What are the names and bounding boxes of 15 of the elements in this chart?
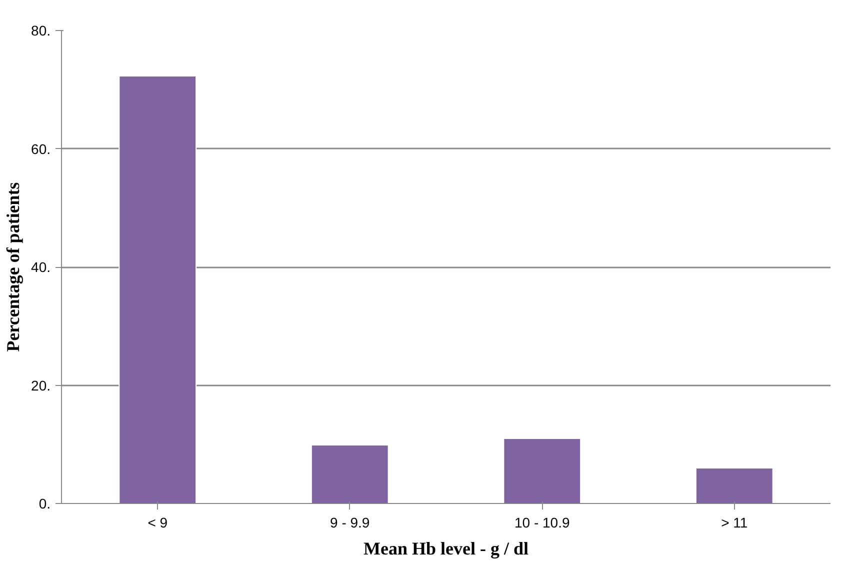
x-tick-label: 10 - 10.9	[514, 514, 570, 530]
y-axis-title: Percentage of patients	[3, 182, 24, 352]
x-tick-label: 9 - 9.9	[330, 514, 370, 530]
y-tick-label: 40.	[31, 259, 51, 275]
y-tick-label: 0.	[38, 496, 51, 512]
bar	[503, 438, 582, 504]
bar	[310, 444, 389, 504]
x-axis-title: Mean Hb level - g / dl	[364, 538, 529, 558]
x-tick-label: < 9	[148, 514, 168, 530]
x-tick-label: > 11	[721, 514, 748, 530]
y-tick-label: 80.	[31, 22, 51, 38]
y-tick-label: 20.	[31, 377, 51, 394]
bar	[695, 468, 774, 504]
bar	[118, 76, 197, 504]
y-tick-label: 60.	[31, 140, 51, 157]
